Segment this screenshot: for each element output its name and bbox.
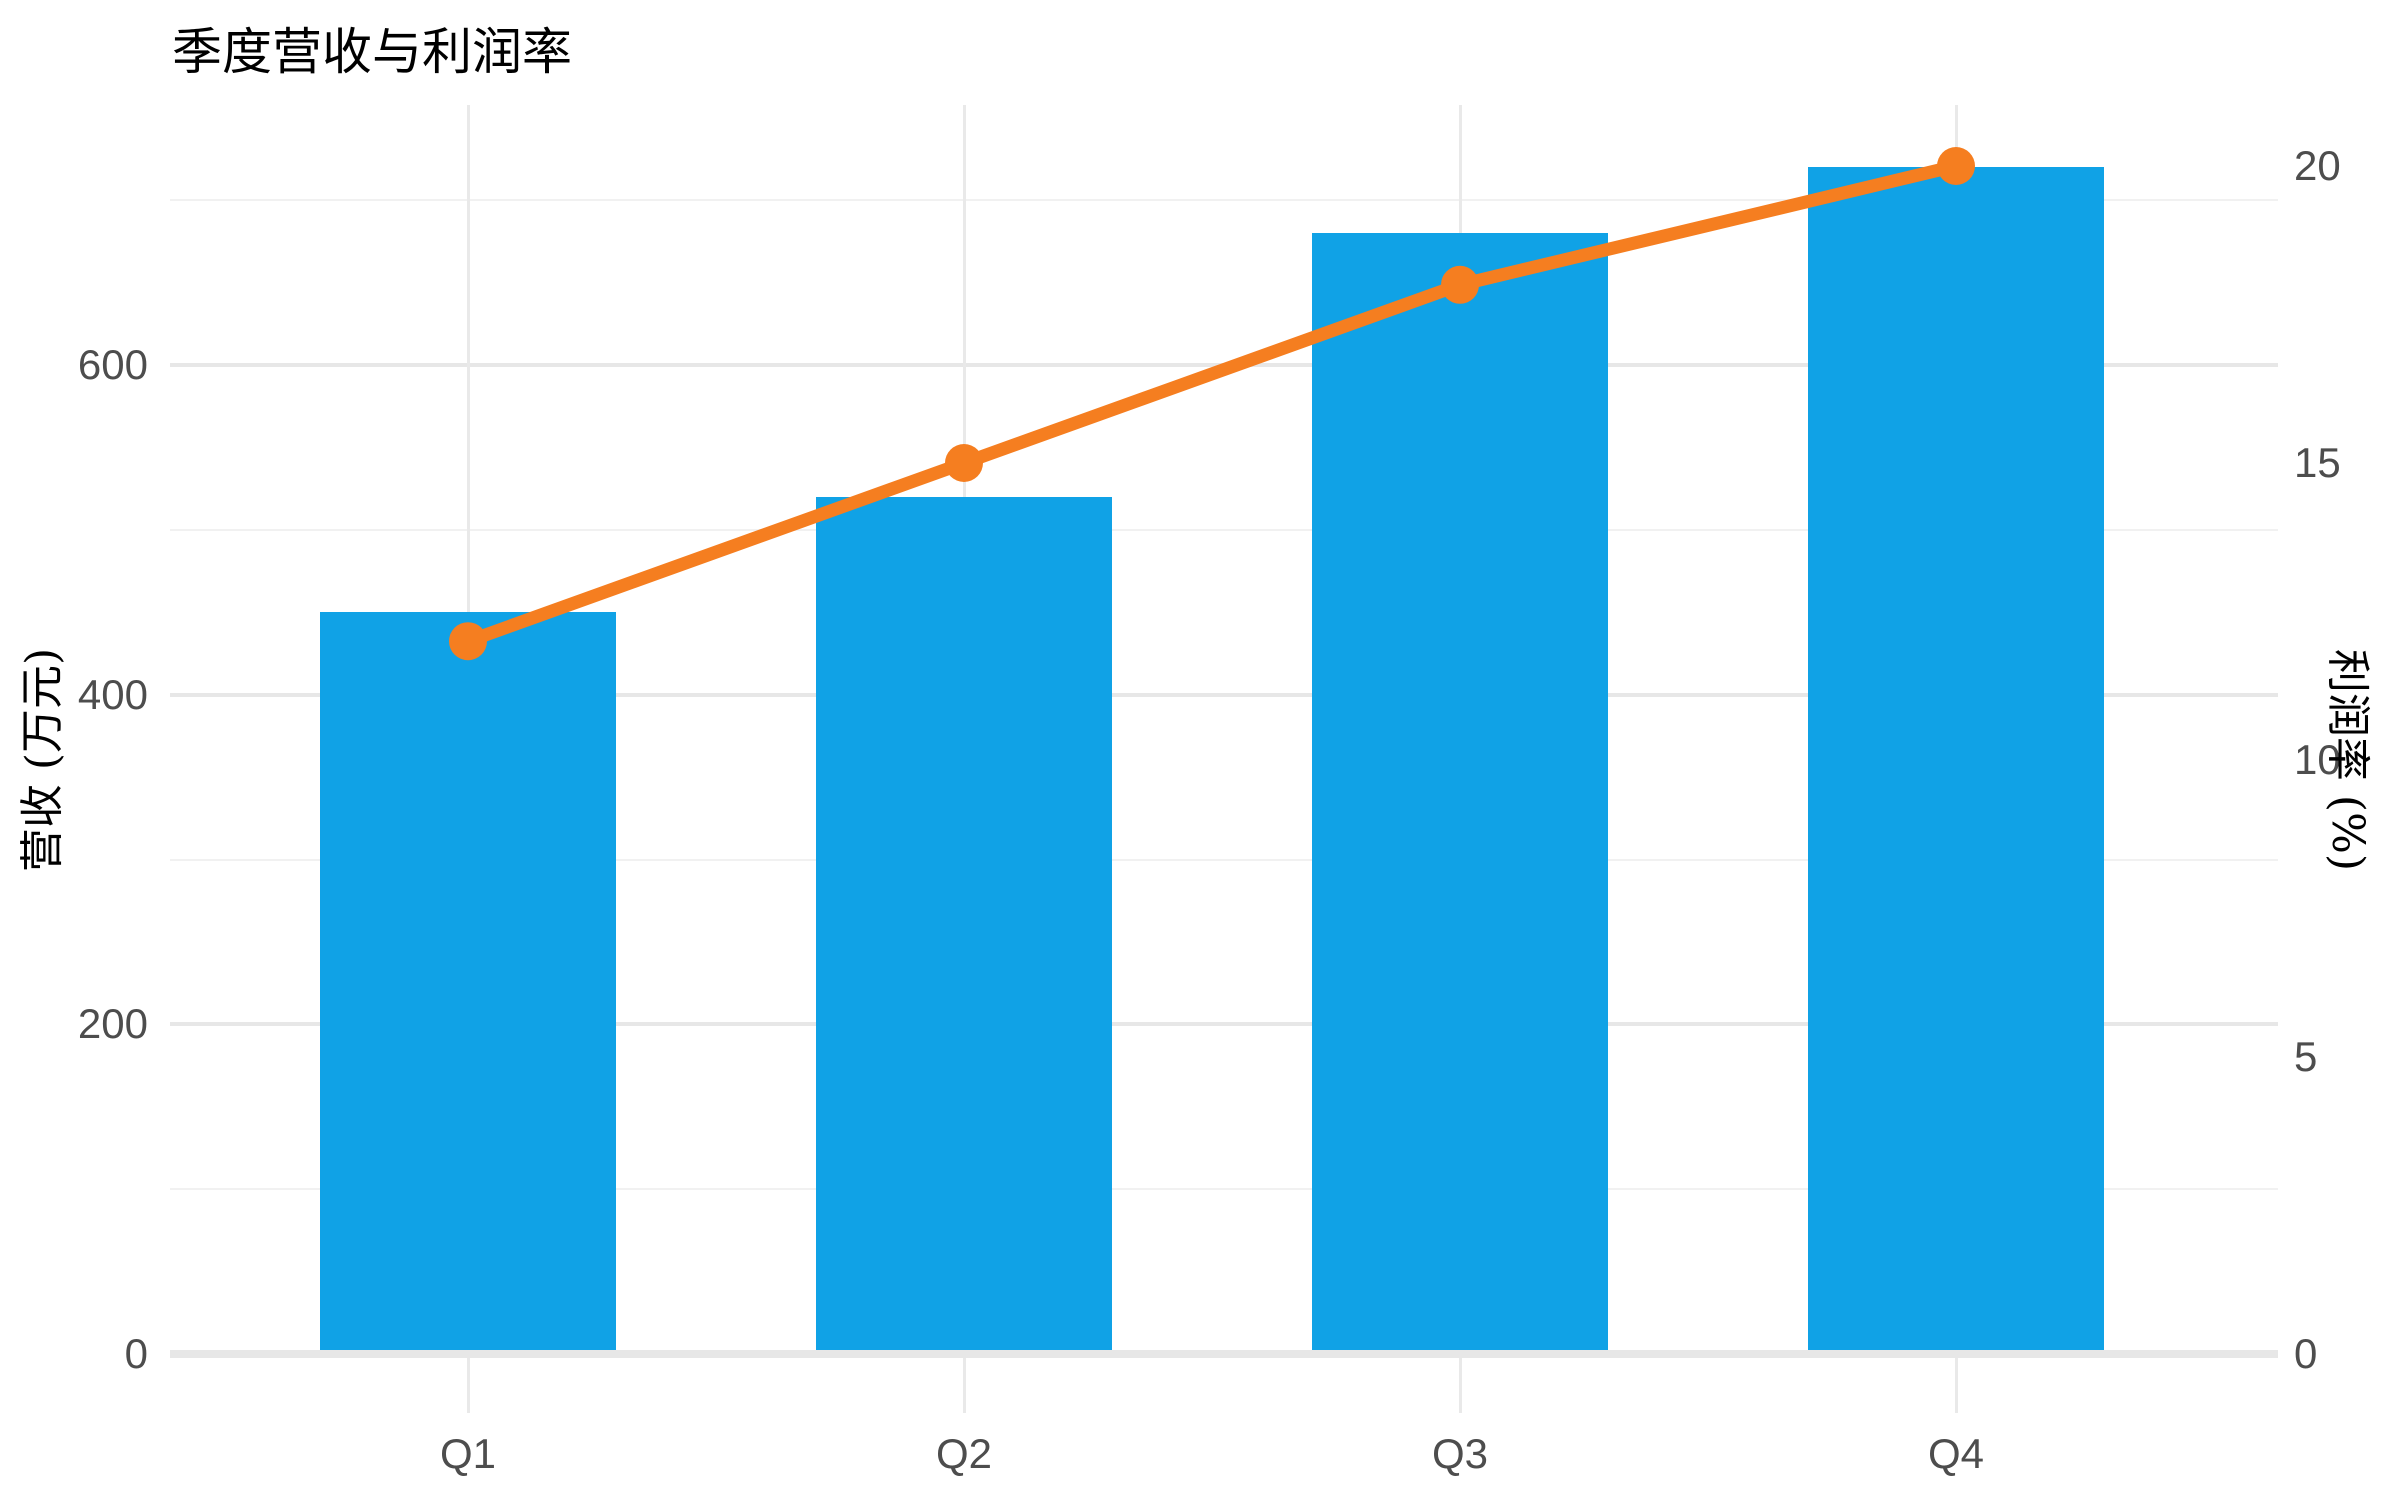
x-tick-label: Q4 xyxy=(1927,1430,1985,1477)
y-right-tick-label: 15 xyxy=(2294,439,2341,486)
profit-margin-line xyxy=(461,159,1963,648)
y-right-tick-label: 10 xyxy=(2294,736,2341,783)
bar-q1 xyxy=(320,612,616,1350)
y-left-tick-label: 400 xyxy=(77,670,148,718)
horizontal-gridline-minor xyxy=(170,858,2278,861)
bar-q4 xyxy=(1808,167,2104,1350)
bar-q3 xyxy=(1312,233,1608,1350)
x-axis-baseline xyxy=(170,1350,2278,1358)
left-axis-title: 营收 (万元) xyxy=(17,647,68,873)
right-axis-title: 利润率 (%) xyxy=(2322,648,2373,872)
y-right-tick-label: 0 xyxy=(2294,1330,2318,1377)
horizontal-gridline-minor xyxy=(170,1188,2278,1191)
y-left-tick-label: 0 xyxy=(124,1330,148,1377)
chart-title: 季度营收与利润率 xyxy=(172,23,572,81)
y-right-tick-label: 5 xyxy=(2294,1033,2318,1080)
x-tick-label: Q1 xyxy=(439,1430,497,1477)
bar-q2 xyxy=(816,496,1112,1350)
x-tick-label: Q3 xyxy=(1431,1430,1489,1477)
horizontal-gridline-major xyxy=(170,1022,2278,1027)
y-right-tick-label: 20 xyxy=(2294,142,2341,189)
x-tick-label: Q2 xyxy=(935,1430,993,1477)
y-left-tick-label: 200 xyxy=(77,1000,148,1048)
y-left-tick-label: 600 xyxy=(77,341,148,388)
horizontal-gridline-major xyxy=(170,692,2278,697)
